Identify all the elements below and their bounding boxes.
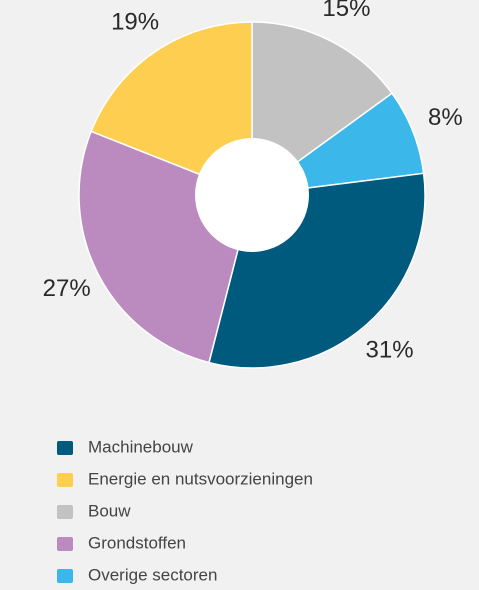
donut-hole [195,138,309,252]
legend-label: Overige sectoren [88,565,217,584]
legend-label: Energie en nutsvoorzieningen [88,469,313,488]
legend-label: Machinebouw [88,437,194,456]
legend-swatch [57,441,73,455]
legend-swatch [57,505,73,519]
legend-label: Bouw [88,501,131,520]
legend-swatch [57,569,73,583]
value-label: 8% [428,104,463,131]
value-label: 31% [366,336,414,363]
slice [90,21,253,197]
value-label: 19% [111,8,159,35]
legend-swatch [57,537,73,551]
value-label: 27% [43,275,91,302]
legend-label: Grondstoffen [88,533,186,552]
value-label: 15% [322,0,370,22]
legend-swatch [57,473,73,487]
